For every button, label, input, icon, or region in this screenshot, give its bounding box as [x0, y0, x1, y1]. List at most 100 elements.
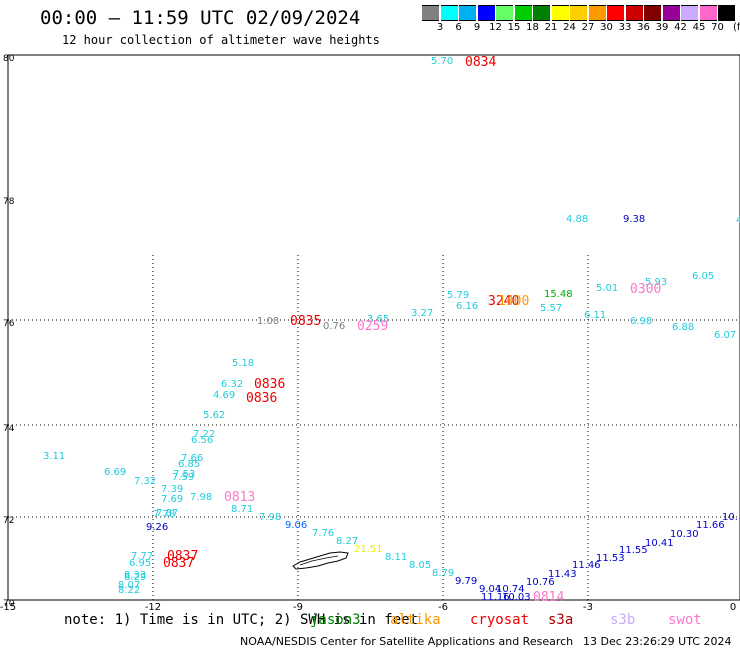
legend-label: 30: [600, 22, 613, 33]
legend-label: 9: [473, 22, 481, 33]
x-tick-label: -9: [293, 602, 303, 613]
wave-height-label: 5.93: [645, 277, 667, 288]
wave-height-label: 5.62: [203, 410, 225, 421]
island-outline: [292, 551, 349, 570]
legend-label: 42: [674, 22, 687, 33]
satellite-legend-item: cryosat: [470, 612, 530, 628]
wave-height-label: 10.30: [670, 529, 699, 540]
legend-label: 36: [637, 22, 650, 33]
legend-label: 3: [436, 22, 444, 33]
wave-height-label: 8.71: [231, 504, 253, 515]
wave-height-label: 6.07: [714, 330, 736, 341]
wave-height-label: 8.05: [409, 560, 431, 571]
y-tick-label: 80: [3, 54, 15, 64]
legend-swatch: [570, 5, 587, 21]
wave-height-label: 6.11: [584, 310, 606, 321]
wave-height-label: 7.69: [161, 494, 183, 505]
legend-swatch: [477, 5, 495, 21]
wave-height-label: 9.06: [285, 520, 307, 531]
wave-height-label: 6.56: [191, 435, 213, 446]
wave-height-label: 6.16: [456, 301, 478, 312]
credit-text: NOAA/NESDIS Center for Satellite Applica…: [240, 635, 574, 648]
wave-height-label: 11.55: [619, 545, 648, 556]
x-tick-label: -3: [583, 602, 593, 613]
wave-height-label: 7.76: [312, 528, 334, 539]
wave-height-label: 5.57: [540, 303, 562, 314]
pass-time-label: 0836: [246, 391, 277, 406]
wave-height-label: 7.59: [172, 472, 194, 483]
wave-height-label: 7.78: [153, 509, 175, 520]
legend-swatch: [440, 5, 458, 21]
legend-label: 15: [507, 22, 521, 33]
legend-swatch: [644, 5, 661, 21]
y-tick-label: 70: [3, 599, 15, 609]
legend-label: 21: [544, 22, 558, 33]
legend-label: 12: [489, 22, 502, 33]
wave-height-label: 11.53: [596, 553, 625, 564]
wave-height-label: 11.66: [696, 520, 725, 531]
pass-time-label: 0835: [290, 314, 321, 329]
wave-height-label: 4.69: [213, 390, 235, 401]
wave-height-label: 3.27: [411, 308, 433, 319]
legend-label: 6: [455, 22, 462, 33]
y-tick-label: 78: [3, 197, 15, 207]
pass-time-label: 3240: [488, 294, 519, 309]
wave-height-label: 3.65: [367, 314, 389, 325]
pass-time-label: 0834: [465, 55, 496, 70]
satellite-legend-item: altika: [390, 612, 441, 628]
pass-time-label: 0836: [254, 377, 285, 392]
x-tick-label: -6: [438, 602, 448, 613]
wave-height-label: 9.38: [623, 214, 645, 225]
generation-timestamp: 13 Dec 23:26:29 UTC 2024: [583, 635, 732, 648]
x-tick-label: -15: [0, 602, 16, 613]
plot-frame: [7, 54, 740, 601]
wave-height-label: 6.88: [672, 322, 694, 333]
satellite-legend-item: swot: [668, 612, 702, 628]
wave-height-label: 5.18: [232, 358, 254, 369]
legend-unit: (ft): [732, 22, 740, 33]
wave-height-label: 7.22: [193, 429, 215, 440]
wave-height-label: 4.: [736, 215, 740, 226]
pass-time-label: 0259: [357, 319, 388, 334]
wave-height-label: 10.03: [502, 592, 531, 603]
wave-height-label: 7.98: [259, 512, 281, 523]
x-tick-label: 0: [730, 602, 736, 613]
chart-title: 00:00 – 11:59 UTC 02/09/2024: [40, 7, 361, 29]
legend-swatch: [533, 5, 550, 21]
wave-height-label: 15.48: [544, 289, 573, 300]
legend-swatch: [699, 5, 717, 21]
y-tick-label: 72: [3, 516, 14, 526]
pass-time-label: 0837: [163, 556, 194, 571]
x-tick-label: -12: [145, 602, 161, 613]
legend-swatch: [681, 5, 698, 21]
pass-time-label: 0300: [630, 282, 661, 297]
legend-label: 39: [655, 22, 669, 33]
legend-swatch: [551, 5, 569, 21]
wave-height-label: 9.79: [455, 576, 477, 587]
wave-height-label: 8.07: [118, 580, 140, 591]
wave-height-label: 7.98: [190, 492, 212, 503]
wave-height-label: 6.85: [178, 459, 200, 470]
wave-height-label: 8.22: [118, 585, 140, 596]
island-coast-detail: [299, 555, 339, 566]
legend-label: 45: [692, 22, 706, 33]
wave-height-label: 9.04: [479, 584, 501, 595]
legend-label: 27: [581, 22, 595, 33]
legend-label: 24: [563, 22, 576, 33]
wave-height-label: 5.79: [447, 290, 469, 301]
wave-height-label: 6.95: [129, 558, 151, 569]
wave-height-label: 1.08: [257, 316, 279, 327]
satellite-legend-item: s3b: [610, 612, 636, 628]
wave-height-label: 11.43: [548, 569, 577, 580]
wave-height-label: 10.: [722, 512, 738, 523]
pass-time-label: 1400: [498, 294, 529, 309]
wave-height-label: 7.87: [156, 508, 178, 519]
wave-height-label: 6.69: [104, 467, 126, 478]
wave-height-label: 8.11: [385, 552, 407, 563]
legend-swatch: [718, 5, 735, 21]
wave-height-label: 6.05: [692, 271, 714, 282]
legend-label: 70: [711, 22, 724, 33]
wave-height-label: 7.66: [181, 453, 203, 464]
pass-time-label: 0814: [533, 590, 564, 605]
